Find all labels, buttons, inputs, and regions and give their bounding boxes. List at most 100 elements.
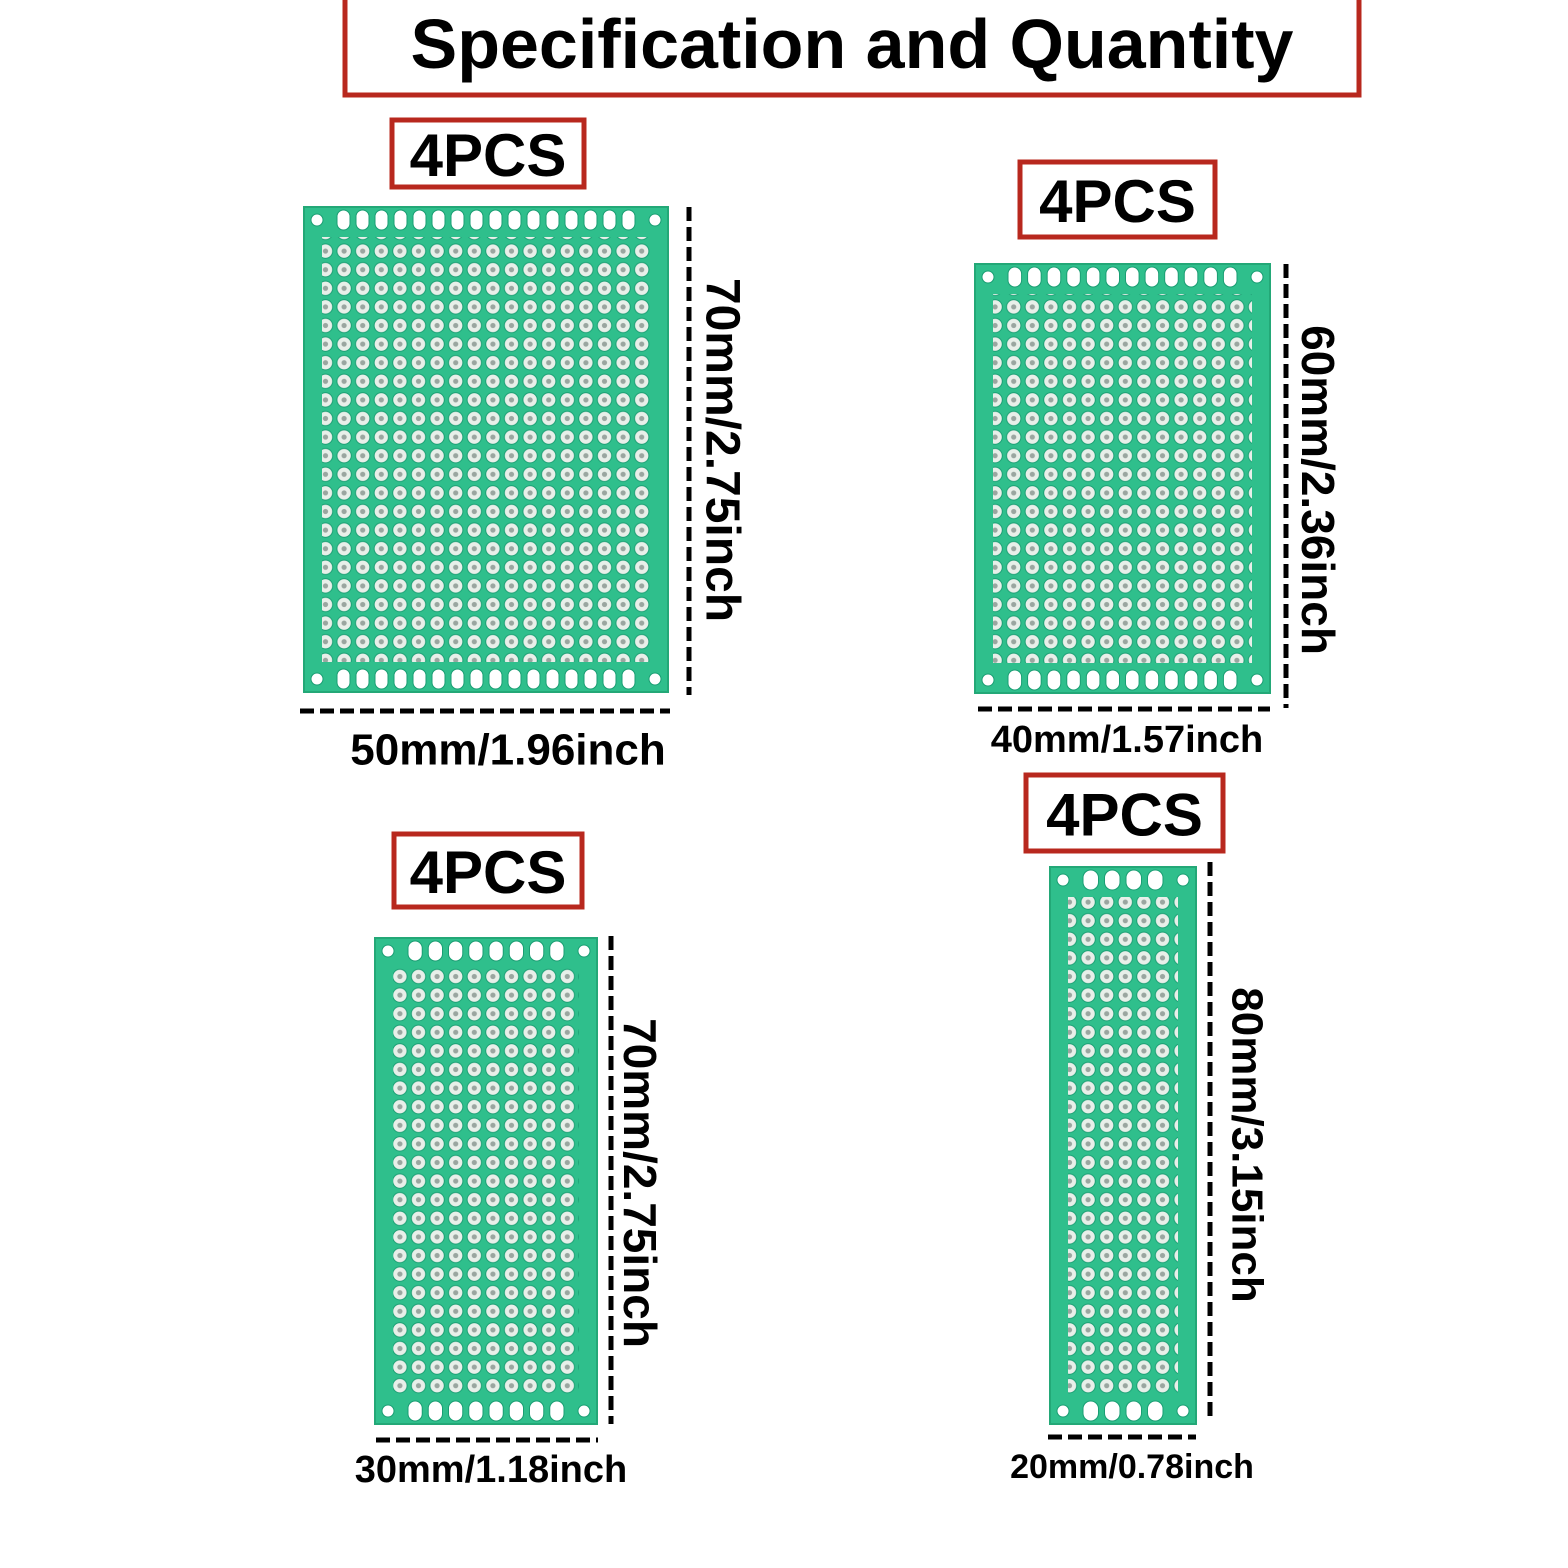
pcb-slot xyxy=(1164,669,1179,691)
pcb-slot xyxy=(1203,266,1218,288)
pcb-slot xyxy=(1104,1400,1121,1422)
pcb-slot xyxy=(469,668,484,690)
pcb-holes xyxy=(322,237,650,662)
height-label: 60mm/2.36inch xyxy=(1292,325,1344,655)
pcb-slot xyxy=(468,1400,484,1422)
pcb-slot xyxy=(1147,869,1164,891)
pcb-slot xyxy=(431,668,446,690)
pcb-slot xyxy=(508,940,524,962)
pcb-holes xyxy=(1068,897,1178,1394)
pcb-slot xyxy=(549,1400,565,1422)
pcb-slot xyxy=(583,668,598,690)
mount-hole xyxy=(1176,873,1190,887)
board-group: 4PCS 80mm/3.15inch 20mm/0.78inch xyxy=(1010,772,1272,1486)
pcb-slot xyxy=(1046,669,1062,691)
pcb-slot xyxy=(1125,1400,1142,1422)
mount-hole xyxy=(1250,270,1264,284)
pcb-slot xyxy=(1085,669,1101,691)
pcb-slot xyxy=(407,940,423,962)
pcb-slot xyxy=(529,1400,545,1422)
quantity-label: 4PCS xyxy=(410,839,567,906)
pcb-slot xyxy=(412,209,427,231)
pcb-slot xyxy=(602,668,617,690)
mount-hole xyxy=(1056,1404,1070,1418)
pcb-slot xyxy=(450,209,465,231)
pcb-slot xyxy=(602,209,617,231)
pcb-slot xyxy=(1066,266,1081,288)
pcb-slot xyxy=(545,668,560,690)
pcb-slot xyxy=(374,209,389,231)
pcb-slot xyxy=(448,1400,464,1422)
pcb-slot xyxy=(427,940,443,962)
pcb-slot xyxy=(1144,669,1160,691)
pcb-slot xyxy=(564,668,579,690)
mount-hole xyxy=(1176,1404,1190,1418)
pcb-slot xyxy=(1082,869,1099,891)
quantity-box xyxy=(1023,772,1226,854)
pcb-slot xyxy=(1125,869,1142,891)
pcb-slot xyxy=(1082,1400,1099,1422)
pcb-slot xyxy=(1183,266,1199,288)
board-group: 4PCS 60mm/2.36inch 40mm/1.57inch xyxy=(974,159,1344,761)
pcb-slot xyxy=(1027,669,1042,691)
pcb-slot xyxy=(488,668,503,690)
pcb-slot xyxy=(1105,266,1120,288)
quantity-box xyxy=(1017,159,1218,240)
height-label: 70mm/2.75inch xyxy=(614,1018,666,1348)
pcb-slot xyxy=(1046,266,1062,288)
pcb-slot xyxy=(621,209,636,231)
mount-hole xyxy=(981,673,995,687)
mount-hole xyxy=(1250,673,1264,687)
pcb-slot xyxy=(1147,1400,1164,1422)
pcb-slot xyxy=(450,668,465,690)
pcb-slot xyxy=(469,209,484,231)
width-label: 30mm/1.18inch xyxy=(355,1449,627,1491)
title-box xyxy=(342,0,1362,98)
pcb-slot xyxy=(545,209,560,231)
pcb-slot xyxy=(355,209,370,231)
height-label: 70mm/2.75inch xyxy=(696,278,749,622)
pcb-slot xyxy=(468,940,484,962)
pcb-slot xyxy=(621,668,636,690)
pcb-slot xyxy=(1183,669,1199,691)
pcb-slot xyxy=(355,668,370,690)
pcb-slot xyxy=(1007,266,1023,288)
pcb-holes xyxy=(393,968,579,1394)
pcb-slot xyxy=(1007,669,1023,691)
pcb-slot xyxy=(393,209,408,231)
pcb-slot xyxy=(549,940,565,962)
pcb-slot xyxy=(1104,869,1121,891)
pcb-slot xyxy=(1222,669,1238,691)
pcb-slot xyxy=(431,209,446,231)
pcb-slot xyxy=(507,668,522,690)
pcb-slot xyxy=(374,668,389,690)
quantity-box xyxy=(389,117,587,190)
width-label: 20mm/0.78inch xyxy=(1010,1448,1254,1486)
pcb-slot xyxy=(1164,266,1179,288)
pcb-slot xyxy=(407,1400,423,1422)
pcb-slot xyxy=(1027,266,1042,288)
mount-hole xyxy=(381,1404,395,1418)
pcb-slot xyxy=(564,209,579,231)
mount-hole xyxy=(577,944,591,958)
mount-hole xyxy=(648,672,662,686)
board-group: 4PCS 70mm/2.75inch 30mm/1.18inch xyxy=(355,831,666,1491)
pcb-slot xyxy=(583,209,598,231)
pcb-slot xyxy=(507,209,522,231)
pcb-slot xyxy=(526,668,541,690)
mount-hole xyxy=(981,270,995,284)
pcb-slot xyxy=(529,940,545,962)
pcb-slot xyxy=(1222,266,1238,288)
mount-hole xyxy=(577,1404,591,1418)
pcb-slot xyxy=(1125,266,1140,288)
width-label: 50mm/1.96inch xyxy=(350,726,666,775)
pcb-slot xyxy=(488,1400,504,1422)
quantity-label: 4PCS xyxy=(1039,168,1196,235)
quantity-box xyxy=(391,831,585,910)
mount-hole xyxy=(310,672,324,686)
pcb-slot xyxy=(336,668,351,690)
pcb-slot xyxy=(1203,669,1218,691)
height-label: 80mm/3.15inch xyxy=(1223,987,1272,1303)
pcb-slot xyxy=(427,1400,443,1422)
